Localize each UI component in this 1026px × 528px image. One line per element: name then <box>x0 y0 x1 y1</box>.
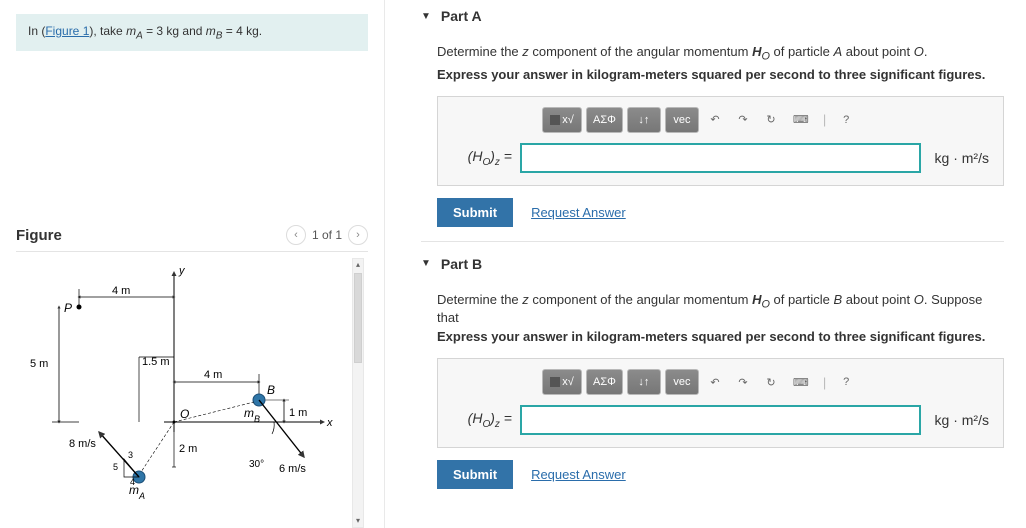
right-column: ▼ Part A Determine the z component of th… <box>385 0 1026 528</box>
svg-text:P: P <box>64 301 72 315</box>
svg-text:4: 4 <box>130 477 135 487</box>
part-a-title: Part A <box>441 8 482 24</box>
svg-text:y: y <box>178 265 186 277</box>
figure-pager-text: 1 of 1 <box>312 228 342 242</box>
part-a-input[interactable] <box>520 143 921 173</box>
figure-prev-button[interactable]: ‹ <box>286 225 306 245</box>
figure-next-button[interactable]: › <box>348 225 368 245</box>
reset-button[interactable]: ↻ <box>759 369 783 395</box>
svg-text:B: B <box>267 383 275 397</box>
scroll-thumb[interactable] <box>354 273 362 363</box>
part-a-lhs: (HO)z = <box>452 148 512 168</box>
svg-text:5 m: 5 m <box>30 358 48 370</box>
ps-suffix: ), take <box>89 24 126 38</box>
greek-button[interactable]: ΑΣΦ <box>586 369 623 395</box>
mA-sym: m <box>126 24 136 38</box>
left-column: In (Figure 1), take mA = 3 kg and mB = 4… <box>0 0 385 528</box>
part-b-toolbar: x√ ΑΣΦ ↓↑ vec ↶ ↷ ↻ ⌨ | ? <box>542 369 989 395</box>
part-b-submit-button[interactable]: Submit <box>437 460 513 489</box>
svg-text:8 m/s: 8 m/s <box>69 438 96 450</box>
part-a-request-link[interactable]: Request Answer <box>531 205 626 220</box>
mB-sym: m <box>206 24 216 38</box>
problem-statement: In (Figure 1), take mA = 3 kg and mB = 4… <box>16 14 368 51</box>
part-b-lhs: (HO)z = <box>452 410 512 430</box>
svg-text:O: O <box>180 407 189 421</box>
part-a-toolbar: x√ ΑΣΦ ↓↑ vec ↶ ↷ ↻ ⌨ | ? <box>542 107 989 133</box>
part-a: ▼ Part A Determine the z component of th… <box>421 8 1004 227</box>
part-b-title: Part B <box>441 256 482 272</box>
svg-text:1 m: 1 m <box>289 407 307 419</box>
part-a-submit-button[interactable]: Submit <box>437 198 513 227</box>
svg-text:30°: 30° <box>249 459 264 470</box>
figure-pager: ‹ 1 of 1 › <box>286 225 368 245</box>
figure-svg: y x P 4 m 5 m 1.5 m <box>24 262 344 502</box>
part-a-units: kg · m²/s <box>935 150 989 166</box>
collapse-icon: ▼ <box>421 11 431 22</box>
figure-title: Figure <box>16 227 62 244</box>
svg-text:6 m/s: 6 m/s <box>279 463 306 475</box>
help-button[interactable]: ? <box>834 107 858 133</box>
mA-val: = 3 kg and <box>143 24 206 38</box>
figure-heading: Figure ‹ 1 of 1 › <box>16 225 368 252</box>
vec-button[interactable]: vec <box>665 369 699 395</box>
part-b: ▼ Part B Determine the z component of th… <box>421 256 1004 490</box>
svg-text:2 m: 2 m <box>179 443 197 455</box>
part-b-panel: x√ ΑΣΦ ↓↑ vec ↶ ↷ ↻ ⌨ | ? (HO)z = <box>437 358 1004 448</box>
scroll-down-icon[interactable]: ▾ <box>353 515 363 527</box>
part-b-input[interactable] <box>520 405 921 435</box>
undo-button[interactable]: ↶ <box>703 107 727 133</box>
ps-prefix: In ( <box>28 24 45 38</box>
redo-button[interactable]: ↷ <box>731 369 755 395</box>
subsup-button[interactable]: ↓↑ <box>627 369 661 395</box>
part-b-header[interactable]: ▼ Part B <box>421 256 1004 278</box>
greek-button[interactable]: ΑΣΦ <box>586 107 623 133</box>
svg-text:1.5 m: 1.5 m <box>142 356 170 368</box>
svg-text:5: 5 <box>113 462 118 472</box>
undo-button[interactable]: ↶ <box>703 369 727 395</box>
scroll-up-icon[interactable]: ▴ <box>353 259 363 271</box>
figure-link[interactable]: Figure 1 <box>45 24 89 38</box>
keyboard-button[interactable]: ⌨ <box>787 107 815 133</box>
keyboard-button[interactable]: ⌨ <box>787 369 815 395</box>
part-b-desc: Determine the z component of the angular… <box>437 292 1004 326</box>
part-b-eqline: (HO)z = kg · m²/s <box>452 405 989 435</box>
part-b-request-link[interactable]: Request Answer <box>531 467 626 482</box>
svg-text:3: 3 <box>128 450 133 460</box>
svg-text:4 m: 4 m <box>204 369 222 381</box>
templates-button[interactable]: x√ <box>542 107 582 133</box>
toolbar-sep: | <box>823 375 826 390</box>
collapse-icon: ▼ <box>421 258 431 269</box>
reset-button[interactable]: ↻ <box>759 107 783 133</box>
svg-text:x: x <box>326 417 333 429</box>
part-b-instruct: Express your answer in kilogram-meters s… <box>437 329 1004 344</box>
toolbar-sep: | <box>823 112 826 127</box>
vec-button[interactable]: vec <box>665 107 699 133</box>
figure-box: y x P 4 m 5 m 1.5 m <box>16 258 368 528</box>
svg-text:mB: mB <box>244 406 260 424</box>
subsup-button[interactable]: ↓↑ <box>627 107 661 133</box>
part-b-units: kg · m²/s <box>935 412 989 428</box>
svg-text:4 m: 4 m <box>112 285 130 297</box>
part-a-instruct: Express your answer in kilogram-meters s… <box>437 67 1004 82</box>
help-button[interactable]: ? <box>834 369 858 395</box>
part-a-panel: x√ ΑΣΦ ↓↑ vec ↶ ↷ ↻ ⌨ | ? (HO)z = <box>437 96 1004 186</box>
divider <box>421 241 1004 242</box>
part-a-header[interactable]: ▼ Part A <box>421 8 1004 30</box>
redo-button[interactable]: ↷ <box>731 107 755 133</box>
part-a-desc: Determine the z component of the angular… <box>437 44 1004 63</box>
part-a-eqline: (HO)z = kg · m²/s <box>452 143 989 173</box>
mA-sub: A <box>136 30 143 41</box>
templates-button[interactable]: x√ <box>542 369 582 395</box>
figure-scrollbar[interactable]: ▴ ▾ <box>352 258 364 528</box>
mB-val: = 4 kg. <box>222 24 262 38</box>
